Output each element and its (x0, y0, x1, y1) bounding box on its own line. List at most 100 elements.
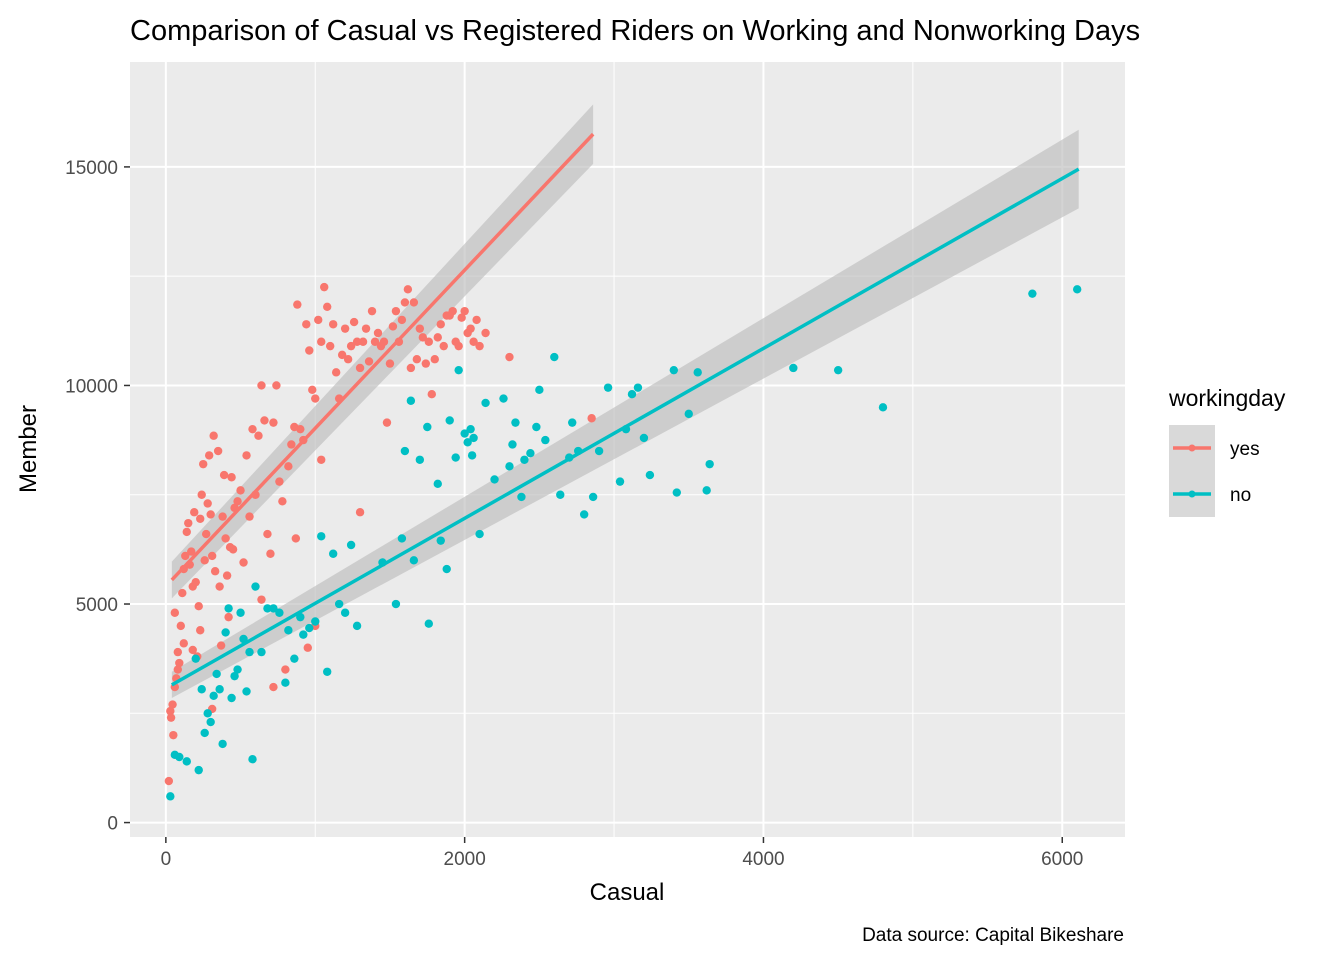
point-no (463, 438, 472, 447)
legend-title: workingday (1168, 385, 1286, 411)
y-axis-ticks: 0 5000 10000 15000 (65, 158, 130, 835)
point-no (191, 654, 200, 663)
point-yes (421, 359, 431, 368)
x-tick-label: 6000 (1041, 849, 1083, 870)
point-yes (305, 346, 314, 355)
point-no (541, 435, 550, 445)
point-yes (355, 363, 365, 373)
point-no (442, 564, 451, 574)
point-no (454, 365, 463, 375)
point-yes (201, 529, 211, 539)
point-yes (179, 639, 188, 648)
point-no (197, 685, 206, 694)
point-no (579, 510, 589, 519)
legend-dot-yes (1188, 444, 1196, 452)
point-no (346, 540, 356, 550)
point-yes (275, 477, 284, 486)
point-no (645, 470, 655, 480)
point-yes (187, 547, 196, 556)
y-tick-label: 15000 (65, 158, 118, 179)
point-no (224, 604, 233, 613)
point-yes (222, 571, 232, 580)
point-yes (269, 418, 278, 427)
point-yes (391, 306, 401, 316)
point-no (878, 403, 888, 412)
point-yes (278, 497, 287, 506)
point-no (175, 752, 184, 762)
point-no (269, 604, 278, 613)
point-yes (207, 551, 217, 561)
point-yes (448, 306, 457, 316)
y-tick-label: 0 (107, 814, 118, 835)
point-yes (284, 462, 293, 471)
point-no (505, 462, 514, 471)
point-yes (254, 431, 263, 440)
legend-label-yes: yes (1230, 439, 1260, 460)
point-yes (166, 706, 175, 716)
point-yes (311, 394, 320, 403)
point-no (789, 363, 798, 373)
point-yes (308, 385, 317, 395)
point-yes (361, 324, 371, 333)
point-yes (439, 341, 448, 351)
point-yes (218, 512, 227, 521)
point-yes (314, 315, 323, 325)
point-yes (228, 545, 238, 554)
point-yes (475, 341, 484, 351)
fit-lines (170, 132, 1080, 687)
point-yes (364, 357, 374, 366)
point-yes (403, 285, 413, 294)
point-no (284, 626, 293, 635)
point-yes (418, 333, 428, 342)
point-no (588, 492, 598, 502)
point-yes (331, 368, 341, 377)
legend-dot-no (1188, 490, 1196, 498)
point-yes (427, 390, 436, 399)
point-yes (224, 612, 233, 622)
point-no (182, 757, 191, 766)
point-yes (587, 414, 596, 423)
point-no (693, 368, 702, 377)
point-yes (168, 700, 177, 709)
point-yes (424, 337, 433, 346)
point-no (290, 654, 299, 663)
point-yes (373, 328, 383, 338)
point-no (469, 433, 478, 443)
point-no (242, 687, 251, 696)
x-tick-label: 0 (161, 849, 172, 870)
point-yes (296, 424, 305, 434)
point-yes (358, 337, 368, 346)
point-no (423, 422, 432, 432)
confidence-band-yes (171, 104, 594, 599)
point-no (481, 398, 490, 408)
point-yes (260, 416, 269, 425)
point-no (415, 455, 425, 464)
point-yes (457, 313, 466, 322)
point-yes (182, 527, 191, 537)
point-yes (196, 514, 205, 523)
point-yes (388, 322, 398, 331)
fit-line-no (170, 167, 1080, 687)
point-no (535, 385, 544, 395)
point-yes (200, 556, 209, 565)
point-yes (436, 320, 445, 329)
point-yes (242, 451, 251, 460)
point-yes (263, 529, 272, 539)
legend-label-no: no (1230, 485, 1251, 506)
x-tick-label: 2000 (444, 849, 486, 870)
point-yes (430, 355, 439, 364)
point-yes (257, 381, 266, 390)
point-yes (269, 682, 278, 692)
point-yes (379, 337, 389, 346)
point-no (209, 691, 218, 701)
point-no (460, 429, 469, 438)
point-yes (328, 320, 338, 329)
point-yes (397, 315, 407, 325)
x-tick-label: 4000 (742, 849, 784, 870)
point-no (451, 453, 460, 462)
point-yes (204, 451, 214, 460)
point-no (406, 396, 416, 405)
x-axis-title: Casual (590, 879, 665, 906)
point-no (520, 455, 529, 464)
point-yes (164, 776, 174, 786)
